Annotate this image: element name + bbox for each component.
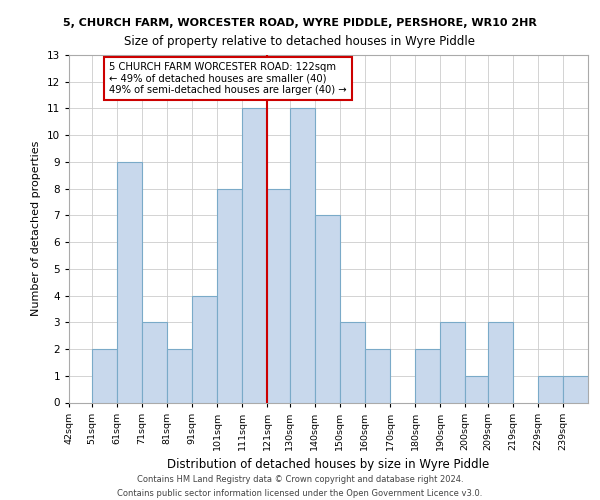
Y-axis label: Number of detached properties: Number of detached properties [31,141,41,316]
Text: 5 CHURCH FARM WORCESTER ROAD: 122sqm
← 49% of detached houses are smaller (40)
4: 5 CHURCH FARM WORCESTER ROAD: 122sqm ← 4… [109,62,347,95]
Bar [465,376,488,402]
Bar [563,376,588,402]
Bar [92,349,116,403]
X-axis label: Distribution of detached houses by size in Wyre Piddle: Distribution of detached houses by size … [167,458,490,471]
Bar [242,108,267,403]
Bar [315,216,340,402]
Bar [538,376,563,402]
Bar [142,322,167,402]
Bar [192,296,217,403]
Bar [415,349,440,403]
Bar [290,108,315,403]
Bar [167,349,192,403]
Text: 5, CHURCH FARM, WORCESTER ROAD, WYRE PIDDLE, PERSHORE, WR10 2HR: 5, CHURCH FARM, WORCESTER ROAD, WYRE PID… [63,18,537,28]
Text: Contains HM Land Registry data © Crown copyright and database right 2024.
Contai: Contains HM Land Registry data © Crown c… [118,476,482,498]
Bar [488,322,513,402]
Bar [116,162,142,402]
Bar [440,322,465,402]
Bar [365,349,390,403]
Bar [267,188,290,402]
Text: Size of property relative to detached houses in Wyre Piddle: Size of property relative to detached ho… [125,35,476,48]
Bar [217,188,242,402]
Bar [340,322,365,402]
